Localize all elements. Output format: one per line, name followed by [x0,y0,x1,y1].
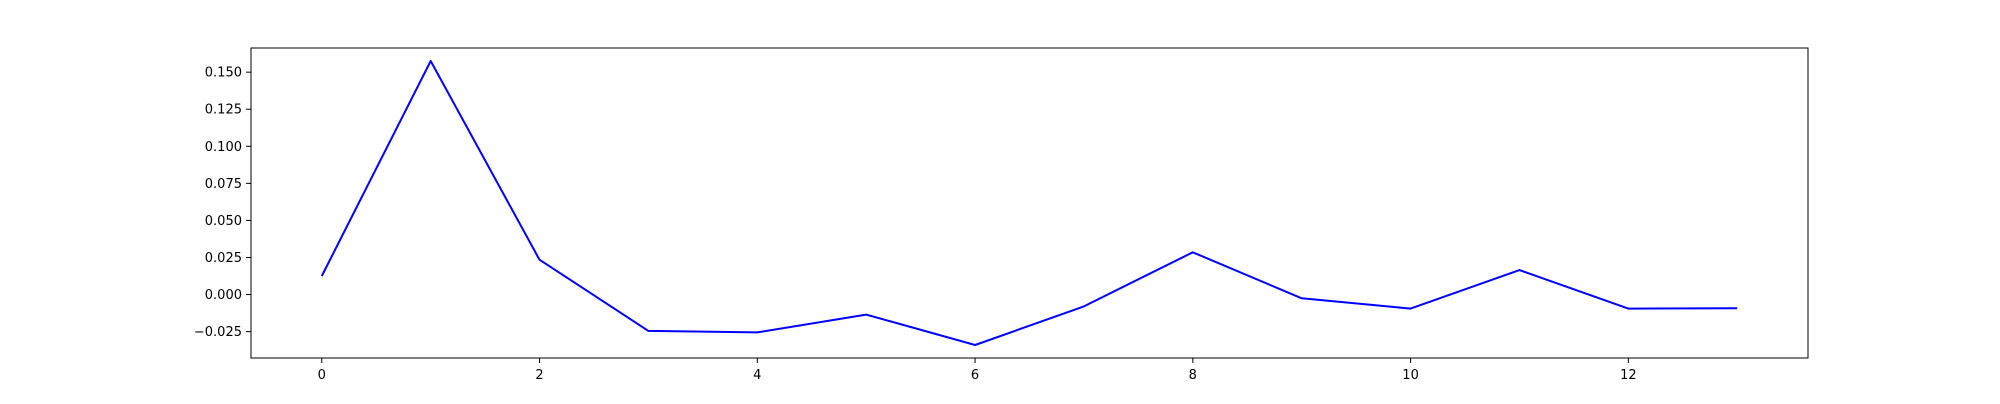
y-tick-label: 0.075 [205,177,242,192]
y-tick-label: 0.050 [205,214,242,229]
series-layer [322,61,1737,345]
y-tick-label: 0.025 [205,251,242,266]
x-tick-label: 0 [318,368,326,383]
x-tick-label: 6 [971,368,979,383]
x-tick-label: 12 [1620,368,1637,383]
x-axis: 0 2 4 6 8 10 12 [318,358,1637,383]
x-tick-label: 8 [1189,368,1197,383]
y-axis: −0.025 0.000 0.025 0.050 0.075 0.100 0.125 0.15… [194,66,251,340]
y-tick-label: −0.025 [194,325,242,340]
x-tick-label: 2 [535,368,543,383]
plot-frame [251,48,1808,358]
x-tick-label: 4 [753,368,761,383]
x-tick-label: 10 [1402,368,1419,383]
y-tick-label: 0.125 [205,103,242,118]
y-tick-label: 0.000 [205,288,242,303]
y-tick-label: 0.100 [205,140,242,155]
y-tick-label: 0.150 [205,66,242,81]
series-line [322,61,1737,345]
